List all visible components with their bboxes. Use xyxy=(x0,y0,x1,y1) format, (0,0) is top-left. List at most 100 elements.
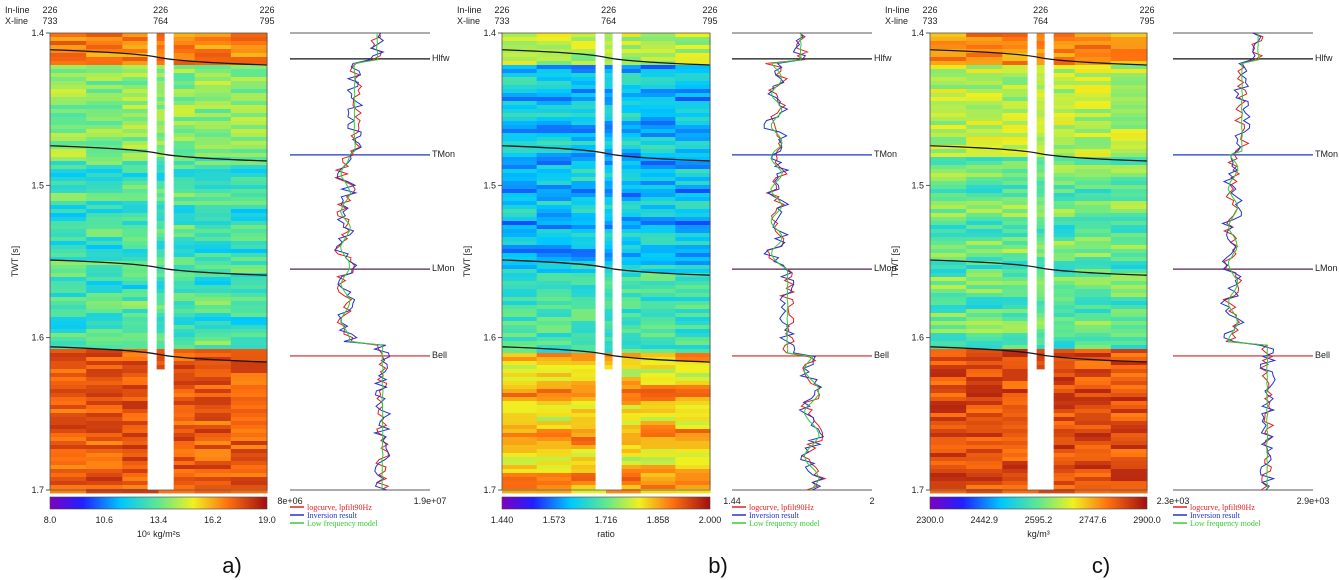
heatmap-cell xyxy=(230,329,268,334)
heatmap-cell xyxy=(502,37,538,42)
heatmap-cell xyxy=(86,277,123,282)
heatmap-cell xyxy=(606,77,642,82)
heatmap-cell xyxy=(606,477,642,482)
heatmap-cell xyxy=(1038,157,1076,162)
well-log-strip xyxy=(604,185,613,190)
heatmap-cell xyxy=(571,365,607,370)
heatmap-cell xyxy=(194,361,232,366)
heatmap-cell xyxy=(1002,233,1040,238)
heatmap-cell xyxy=(1002,489,1040,494)
heatmap-cell xyxy=(122,193,160,198)
heatmap-cell xyxy=(230,193,268,198)
heatmap-cell xyxy=(1002,45,1040,50)
heatmap-cell xyxy=(158,257,196,262)
heatmap-cell xyxy=(1002,93,1040,98)
heatmap-cell xyxy=(1110,233,1148,238)
heatmap-cell xyxy=(230,361,268,366)
heatmap-cell xyxy=(606,65,642,70)
twt-axis-label: TWT [s] xyxy=(462,246,472,277)
heatmap-cell xyxy=(606,481,642,486)
well-log-strip xyxy=(156,197,165,202)
heatmap-cell xyxy=(966,189,1003,194)
heatmap-cell xyxy=(86,269,123,274)
heatmap-cell xyxy=(1074,417,1112,422)
heatmap-cell xyxy=(675,445,711,450)
heatmap-cell xyxy=(930,329,967,334)
heatmap-cell xyxy=(606,329,642,334)
heatmap-cell xyxy=(1110,469,1148,474)
heatmap-cell xyxy=(1002,429,1040,434)
heatmap-cell xyxy=(571,433,607,438)
heatmap-cell xyxy=(86,305,123,310)
heatmap-cell xyxy=(1110,117,1148,122)
heatmap-cell xyxy=(966,81,1003,86)
heatmap-cell xyxy=(675,457,711,462)
heatmap-cell xyxy=(86,153,123,158)
heatmap-cell xyxy=(1038,397,1076,402)
heatmap-cell xyxy=(230,249,268,254)
heatmap-cell xyxy=(86,261,123,266)
heatmap-cell xyxy=(1110,37,1148,42)
heatmap-cell xyxy=(1074,337,1112,342)
heatmap-cell xyxy=(1038,385,1076,390)
heatmap-cell xyxy=(86,185,123,190)
heatmap-cell xyxy=(230,149,268,154)
heatmap-cell xyxy=(50,469,87,474)
heatmap-cell xyxy=(536,233,572,238)
heatmap-cell xyxy=(122,85,160,90)
heatmap-cell xyxy=(966,97,1003,102)
heatmap-cell xyxy=(158,473,196,478)
heatmap-cell xyxy=(930,153,967,158)
well-log-strip xyxy=(156,45,165,50)
well-log-strip xyxy=(604,193,613,198)
heatmap-cell xyxy=(640,217,676,222)
heatmap-cell xyxy=(536,77,572,82)
heatmap-cell xyxy=(1038,281,1076,286)
well-log-strip xyxy=(604,189,613,194)
heatmap-cell xyxy=(50,477,87,482)
heatmap-cell xyxy=(194,469,232,474)
heatmap-cell xyxy=(536,125,572,130)
well-log-strip xyxy=(1036,249,1045,254)
heatmap-cell xyxy=(50,309,87,314)
heatmap-cell xyxy=(122,357,160,362)
heatmap-cell xyxy=(571,97,607,102)
heatmap-cell xyxy=(502,217,538,222)
heatmap-cell xyxy=(640,417,676,422)
heatmap-cell xyxy=(1110,317,1148,322)
heatmap-cell xyxy=(230,385,268,390)
heatmap-cell xyxy=(86,149,123,154)
heatmap-cell xyxy=(1074,441,1112,446)
heatmap-cell xyxy=(571,477,607,482)
heatmap-cell xyxy=(158,381,196,386)
horizon-line-hlfw xyxy=(501,49,711,66)
heatmap-cell xyxy=(606,457,642,462)
heatmap-cell xyxy=(122,145,160,150)
heatmap-cell xyxy=(230,285,268,290)
heatmap-cell xyxy=(1110,237,1148,242)
heatmap-cell xyxy=(640,193,676,198)
heatmap-cell xyxy=(536,145,572,150)
horizon-line-hlfw xyxy=(49,49,268,66)
heatmap-cell xyxy=(158,145,196,150)
heatmap-cell xyxy=(230,269,268,274)
heatmap-cell xyxy=(50,193,87,198)
heatmap-cell xyxy=(536,181,572,186)
heatmap-cell xyxy=(1110,361,1148,366)
heatmap-cell xyxy=(606,209,642,214)
well-log-strip xyxy=(156,101,165,106)
well-log-strip xyxy=(156,209,165,214)
well-log-strip xyxy=(604,37,613,42)
heatmap-cell xyxy=(675,277,711,282)
heatmap-cell xyxy=(230,85,268,90)
well-log-strip xyxy=(1036,313,1045,318)
heatmap-cell xyxy=(930,33,967,38)
heatmap-cell xyxy=(1074,313,1112,318)
heatmap-cell xyxy=(1110,477,1148,482)
heatmap-cell xyxy=(158,169,196,174)
well-log-strip xyxy=(156,273,165,278)
heatmap-cell xyxy=(675,189,711,194)
heatmap-cell xyxy=(230,237,268,242)
heatmap-cell xyxy=(966,469,1003,474)
